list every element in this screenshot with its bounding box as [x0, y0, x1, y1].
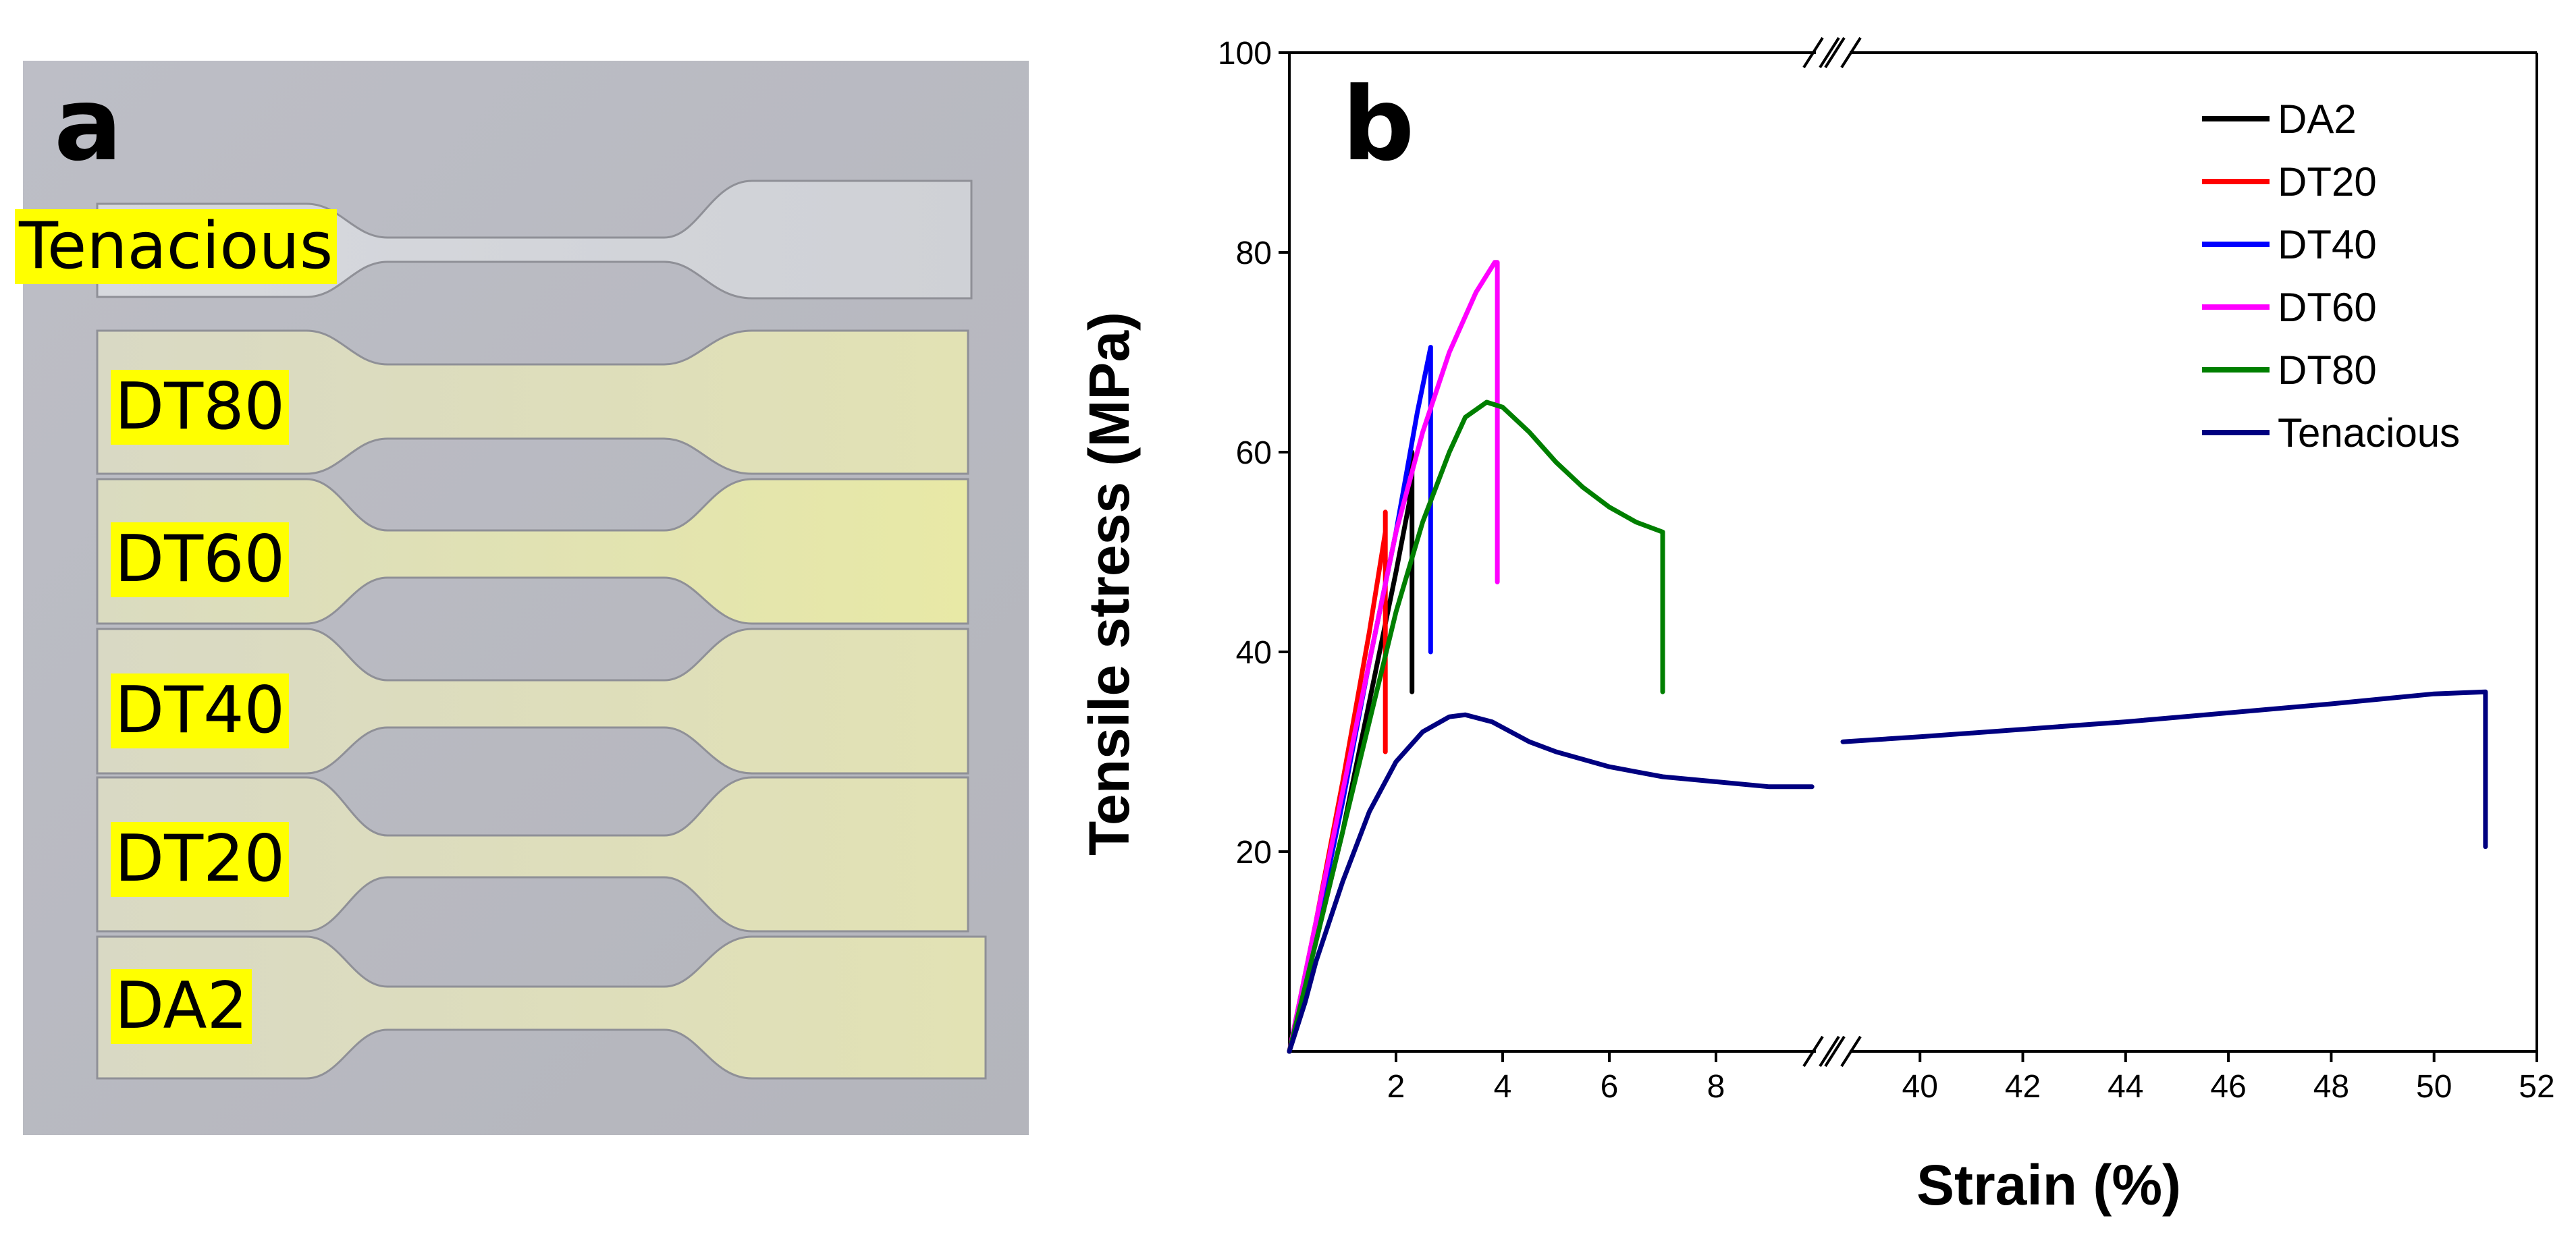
x-tick-label: 8 [1707, 1069, 1725, 1105]
x-tick-label: 40 [1902, 1069, 1938, 1105]
x-tick-label: 6 [1601, 1069, 1619, 1105]
x-tick-label: 42 [2005, 1069, 2041, 1105]
axis-break-mark-bottom [1802, 1035, 1824, 1068]
specimen-label-tenacious: Tenacious [15, 209, 338, 284]
axis-break-mark-top [1819, 36, 1840, 69]
y-tick-label: 20 [1236, 835, 1272, 871]
legend-label-dt40: DT40 [2278, 222, 2377, 267]
series-line-tenacious-right-segment [1840, 689, 2488, 850]
specimen-label-dt20: DT20 [111, 822, 290, 897]
y-tick-label: 40 [1236, 635, 1272, 671]
panel-b-label: b [1342, 66, 1414, 184]
x-tick-label: 4 [1494, 1069, 1512, 1105]
legend-label-dt80: DT80 [2278, 348, 2377, 393]
x-tick-label: 48 [2313, 1069, 2349, 1105]
y-tick-label: 80 [1236, 236, 1272, 271]
axis-break-mark-bottom [1824, 1035, 1846, 1068]
legend-label-dt20: DT20 [2278, 159, 2377, 204]
series-line-dt80 [1287, 400, 1665, 1054]
x-tick-label: 50 [2416, 1069, 2452, 1105]
specimen-label-dt60: DT60 [111, 522, 290, 597]
specimen-label-da2: DA2 [111, 969, 252, 1044]
x-tick-label: 44 [2108, 1069, 2143, 1105]
y-axis-title: Tensile stress (MPa) [1077, 312, 1141, 856]
axis-break-mark-bottom [1819, 1035, 1840, 1068]
dogbone-specimens [96, 180, 987, 1080]
axis-break-mark-top [1802, 36, 1824, 69]
x-tick-label: 46 [2210, 1069, 2246, 1105]
series-line-dt60 [1287, 260, 1500, 1054]
axis-break-mark-bottom [1840, 1035, 1862, 1068]
plot-frame [1288, 36, 2538, 1068]
legend-label-da2: DA2 [2278, 97, 2357, 142]
legend-label-tenacious: Tenacious [2278, 410, 2460, 456]
legend-label-dt60: DT60 [2278, 285, 2377, 330]
specimen-label-dt40: DT40 [111, 673, 290, 748]
x-tick-label: 2 [1387, 1069, 1405, 1105]
axis-break-mark-top [1824, 36, 1846, 69]
x-axis-title: Strain (%) [1916, 1153, 2181, 1217]
panel-a-label: a [54, 66, 123, 184]
specimen-label-dt80: DT80 [111, 370, 290, 445]
y-tick-label: 100 [1218, 36, 1272, 72]
x-tick-label: 52 [2519, 1069, 2554, 1105]
axis-break-mark-top [1840, 36, 1862, 69]
y-tick-label: 60 [1236, 435, 1272, 471]
series-layer [1287, 260, 2488, 1054]
series-line-tenacious [1287, 712, 1815, 1054]
legend: DA2 DT20 DT40 DT60 DT80 Tenacious [2202, 97, 2460, 456]
